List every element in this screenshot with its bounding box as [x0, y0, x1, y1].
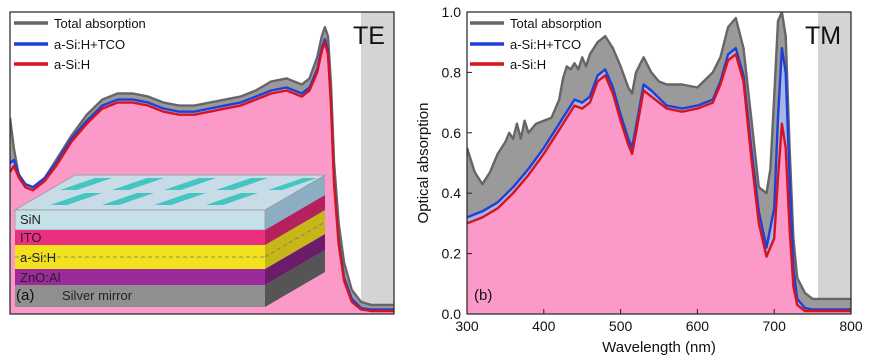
layer-label-sin: SiN	[20, 212, 41, 227]
panel-label: (a)	[16, 287, 34, 304]
series-line-total-absorption	[10, 25, 394, 307]
panel-label: (b)	[474, 287, 492, 304]
legend: Total absorption a-Si:H+TCO a-Si:H	[470, 16, 602, 72]
zno-side	[265, 234, 325, 285]
legend-label-total: Total absorption	[54, 16, 146, 31]
series-line-a-si-h-tco	[467, 47, 851, 311]
device-stack-inset: SiN ITO a-Si:H ZnO:Al Silver mirror	[13, 174, 327, 307]
x-tick-label: 700	[763, 318, 787, 334]
shaded-region	[360, 12, 394, 314]
zno-layer	[15, 269, 265, 285]
x-tick-label: 500	[609, 318, 633, 334]
grating-ridge	[112, 178, 164, 190]
y-tick-label: 0.4	[442, 185, 462, 201]
ito-layer	[15, 230, 265, 245]
legend-label-tco: a-Si:H+TCO	[54, 37, 125, 52]
layer-label-asi: a-Si:H	[20, 250, 56, 265]
y-tick-label: 1.0	[442, 4, 462, 20]
layer-label-silver: Silver mirror	[62, 288, 133, 303]
ito-side	[265, 195, 325, 245]
plot-frame	[466, 11, 852, 315]
mode-label: TE	[353, 22, 385, 50]
legend-label-asi: a-Si:H	[510, 57, 546, 72]
silver-mirror-layer	[15, 285, 265, 307]
axis-ticks: 300 400 500 600 700 800 0.0 0.2 0.4 0.6 0.8 1.0	[442, 4, 863, 334]
y-tick-label: 0.6	[442, 125, 462, 141]
grating-ridge	[268, 178, 317, 190]
x-tick-label: 400	[532, 318, 556, 334]
series-line-a-si-h	[467, 53, 851, 313]
silver-mirror-side	[265, 250, 325, 307]
grating-ridge	[164, 178, 216, 190]
y-tick-label: 0.0	[442, 306, 462, 322]
legend-label-asi: a-Si:H	[54, 57, 90, 72]
grating-ridge	[102, 193, 154, 205]
mode-label: TM	[805, 22, 841, 50]
layer-label-ito: ITO	[20, 230, 41, 245]
te-absorption-panel: SiN ITO a-Si:H ZnO:Al Silver mirror (a) …	[9, 11, 395, 315]
asi-side	[265, 210, 325, 269]
y-axis-label: Optical absorption	[415, 103, 432, 224]
series-line-a-si-h	[10, 41, 394, 313]
y-tick-label: 0.8	[442, 64, 462, 80]
asi-layer	[15, 245, 265, 269]
shaded-region	[817, 12, 851, 314]
plot-frame	[9, 11, 395, 315]
sin-layer	[14, 209, 266, 231]
grating-ridge	[60, 178, 112, 190]
series-line-total-absorption	[467, 12, 851, 301]
x-tick-label: 600	[686, 318, 710, 334]
grating-ridge	[50, 193, 102, 205]
legend-label-tco: a-Si:H+TCO	[510, 37, 581, 52]
x-axis-label: Wavelength (nm)	[602, 339, 716, 356]
x-tick-label: 300	[455, 318, 479, 334]
tm-absorption-panel: (b) TM Total absorption a-Si:H+TCO a-Si:…	[415, 4, 863, 356]
legend: Total absorption a-Si:H+TCO a-Si:H	[14, 16, 146, 72]
asi-dashed-line-side	[264, 221, 326, 258]
legend-label-total: Total absorption	[510, 16, 602, 31]
sin-side	[265, 175, 325, 230]
grating-ridge	[154, 193, 206, 205]
area-a-si-h	[467, 54, 851, 314]
layer-label-zno: ZnO:Al	[20, 270, 61, 285]
y-tick-label: 0.2	[442, 246, 462, 262]
x-tick-label: 800	[839, 318, 863, 334]
grating-ridge	[216, 178, 268, 190]
grating-ridge	[206, 193, 258, 205]
